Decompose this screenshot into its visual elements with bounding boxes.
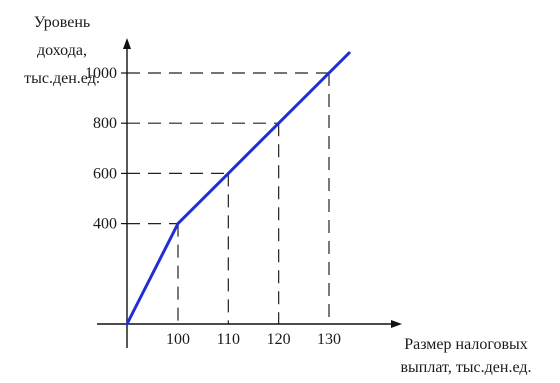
y-axis-title-line-2: дохода,	[37, 42, 87, 59]
x-tick-label-120: 120	[267, 331, 291, 348]
y-axis-title-line-1: Уровень	[34, 14, 90, 31]
y-tick-label-400: 400	[93, 216, 117, 233]
x-tick-label-100: 100	[166, 331, 190, 348]
y-axis-arrowhead	[123, 38, 131, 49]
axis-titles-layer: Уровень дохода, тыс.ден.ед. Размер налог…	[24, 14, 531, 376]
x-axis-title-line-1: Размер налоговых	[404, 336, 528, 353]
series-layer	[125, 51, 351, 326]
x-tick-label-130: 130	[317, 331, 341, 348]
y-axis-title-line-3: тыс.ден.ед.	[24, 70, 100, 87]
y-tick-label-800: 800	[93, 115, 117, 132]
y-tick-label-1000: 1000	[85, 65, 117, 82]
tick-labels-layer: 400 600 800 1000 100 110 120 130	[85, 65, 341, 348]
guide-lines-layer	[127, 72, 330, 324]
axes-layer	[97, 38, 402, 348]
income-series-line	[125, 51, 351, 326]
y-tick-label-600: 600	[93, 165, 117, 182]
x-axis-arrowhead	[391, 320, 402, 328]
x-tick-label-110: 110	[217, 331, 240, 348]
x-axis-title-line-2: выплат, тыс.ден.ед.	[400, 359, 531, 376]
